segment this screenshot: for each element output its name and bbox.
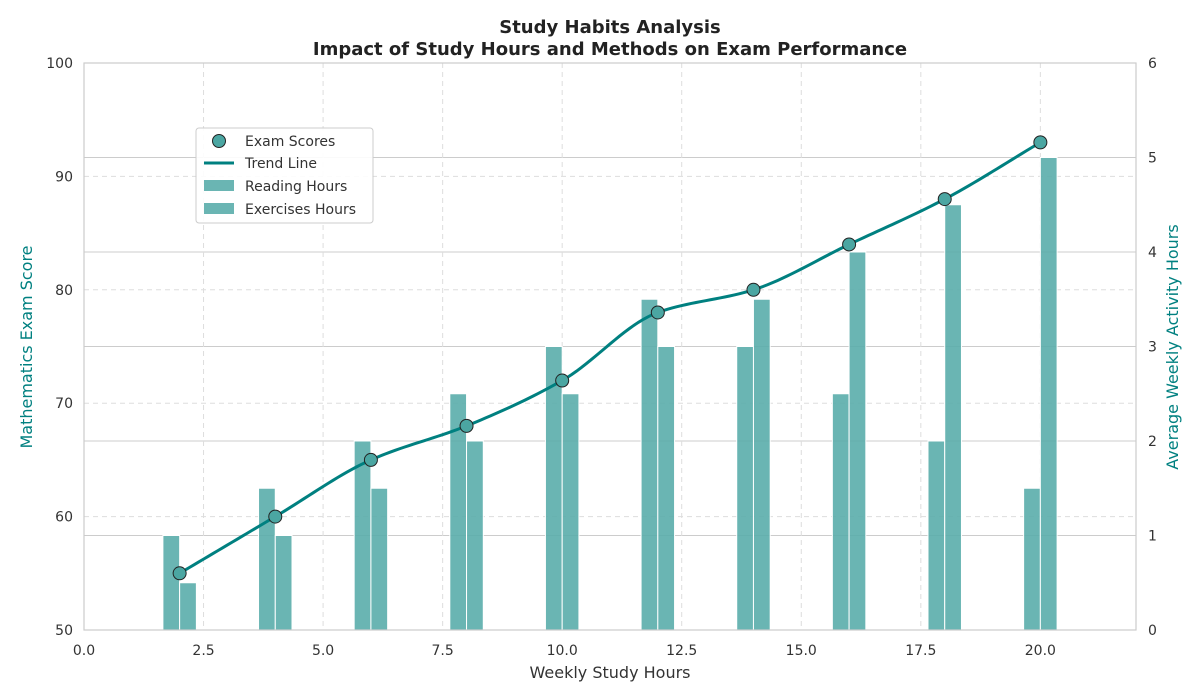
exam-score-point xyxy=(459,418,474,433)
exercises-hours-bar xyxy=(752,298,771,631)
y-left-tick-label: 50 xyxy=(55,623,73,639)
plot-frame xyxy=(83,62,1137,631)
chart-title: Study Habits Analysis xyxy=(499,17,721,38)
exercises-hours-bar xyxy=(657,346,676,631)
y-right-tick-label: 5 xyxy=(1148,151,1157,167)
exam-score-point xyxy=(842,237,857,252)
exam-score-point xyxy=(937,192,952,207)
exam-score-point xyxy=(1033,135,1048,150)
x-tick-label: 10.0 xyxy=(547,643,578,659)
y-left-tick-label: 80 xyxy=(55,283,73,299)
y-right-tick-label: 1 xyxy=(1148,529,1157,545)
x-tick-label: 5.0 xyxy=(312,643,334,659)
legend-marker-exam-scores xyxy=(212,134,226,148)
exercises-hours-bar xyxy=(1039,157,1058,631)
legend-label-exercises-hours: Exercises Hours xyxy=(245,202,356,218)
reading-hours-bar xyxy=(1023,487,1041,631)
reading-hours-bar xyxy=(353,440,372,631)
x-tick-label: 12.5 xyxy=(666,643,697,659)
reading-hours-bar xyxy=(927,440,946,631)
scatter-group xyxy=(172,135,1048,581)
legend-label-exam-scores: Exam Scores xyxy=(245,134,335,150)
y-right-tick-label: 2 xyxy=(1148,434,1157,450)
y-left-tick-label: 100 xyxy=(46,56,73,72)
exercises-hours-bar xyxy=(561,393,580,631)
reading-hours-bar xyxy=(162,535,181,631)
y-right-tick-labels: 0 1 2 3 4 5 6 xyxy=(1148,56,1157,639)
exercises-hours-bar xyxy=(274,535,293,631)
exam-score-point xyxy=(650,305,665,320)
exam-score-point xyxy=(268,509,283,524)
y-left-tick-label: 90 xyxy=(55,169,73,185)
x-tick-labels: 0.0 2.5 5.0 7.5 10.0 12.5 15.0 17.5 20.0 xyxy=(73,643,1056,659)
legend-marker-reading-hours xyxy=(204,180,234,191)
legend-label-reading-hours: Reading Hours xyxy=(245,179,347,195)
legend-label-trend-line: Trend Line xyxy=(244,156,317,172)
exam-score-point xyxy=(172,566,187,581)
y-right-axis-label: Average Weekly Activity Hours xyxy=(1163,224,1182,469)
x-tick-label: 20.0 xyxy=(1025,643,1056,659)
y-right-tick-label: 4 xyxy=(1148,245,1157,261)
x-tick-label: 17.5 xyxy=(905,643,936,659)
exercises-hours-bar xyxy=(370,487,389,631)
reading-hours-bar xyxy=(831,393,850,631)
y-left-tick-label: 70 xyxy=(55,396,73,412)
x-tick-label: 0.0 xyxy=(73,643,95,659)
exam-score-point xyxy=(746,282,761,297)
trend-line xyxy=(178,141,1042,575)
legend-box xyxy=(195,127,374,224)
bars-group xyxy=(162,157,1058,631)
legend-marker-exercises-hours xyxy=(204,203,234,214)
y-right-tick-label: 0 xyxy=(1148,623,1157,639)
legend: Exam Scores Trend Line Reading Hours Exe… xyxy=(195,127,374,224)
reading-hours-bar xyxy=(640,298,659,631)
y-right-tick-label: 6 xyxy=(1148,56,1157,72)
x-tick-label: 15.0 xyxy=(786,643,817,659)
exercises-hours-bar xyxy=(179,582,197,631)
x-tick-label: 2.5 xyxy=(192,643,214,659)
y-left-axis-label: Mathematics Exam Score xyxy=(17,245,36,448)
reading-hours-bar xyxy=(258,487,276,631)
exercises-hours-bar xyxy=(944,204,962,631)
exercises-hours-bar xyxy=(848,251,867,631)
x-tick-label: 7.5 xyxy=(432,643,454,659)
y-left-tick-label: 60 xyxy=(55,510,73,526)
chart-subtitle: Impact of Study Hours and Methods on Exa… xyxy=(313,39,907,60)
y-left-tick-labels: 50 60 70 80 90 100 xyxy=(46,56,73,639)
x-axis-label: Weekly Study Hours xyxy=(530,663,691,682)
reading-hours-bar xyxy=(736,346,754,631)
y-right-tick-label: 3 xyxy=(1148,340,1157,356)
exam-score-point xyxy=(555,373,570,388)
exam-score-point xyxy=(363,452,378,467)
exercises-hours-bar xyxy=(466,440,484,631)
